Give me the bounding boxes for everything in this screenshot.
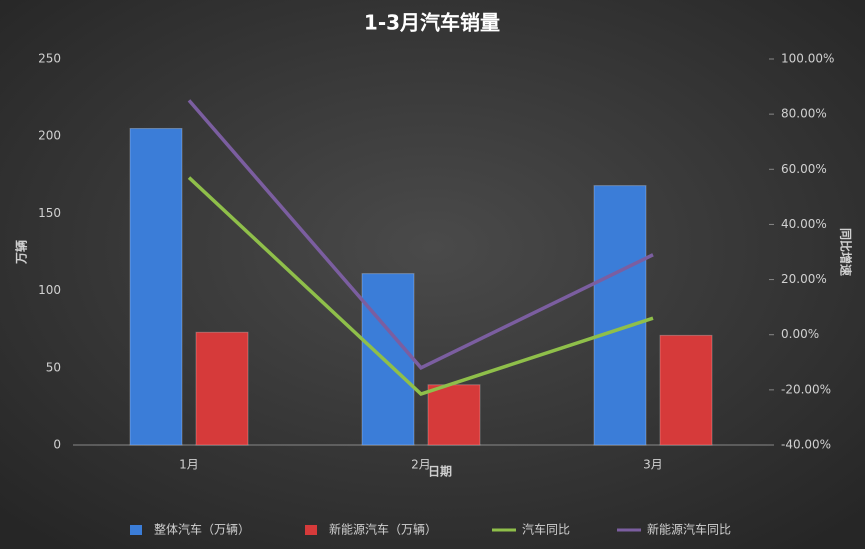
bar (659, 334, 713, 446)
line (187, 99, 654, 370)
x-tick-label: 3月 (643, 458, 663, 472)
y2-tick-label: -40.00% (781, 438, 831, 452)
bar (593, 185, 647, 446)
legend-swatch (130, 525, 142, 535)
x-tick-label: 1月 (179, 458, 199, 472)
x-axis-title: 日期 (428, 464, 452, 479)
y-tick-label: 250 (38, 52, 61, 66)
y-axis-title: 万辆 (14, 240, 29, 265)
y-tick-label: 200 (38, 129, 61, 143)
y-tick-label: 150 (38, 206, 61, 220)
legend-label: 整体汽车（万辆） (154, 522, 250, 537)
chart-title: 1-3月汽车销量 (364, 11, 500, 35)
legend-label: 新能源汽车同比 (647, 522, 731, 537)
y2-tick-label: 80.00% (781, 107, 827, 121)
y2-tick-label: -20.00% (781, 382, 831, 396)
y2-tick-label: 20.00% (781, 272, 827, 286)
y2-tick-label: 0.00% (781, 327, 819, 341)
y-tick-label: 50 (46, 360, 61, 374)
line (187, 176, 654, 396)
y-tick-label: 100 (38, 283, 61, 297)
legend-swatch (305, 525, 317, 535)
y-tick-label: 0 (53, 438, 61, 452)
y2-axis-title: 同比增速 (839, 228, 854, 276)
legend-label: 汽车同比 (522, 522, 570, 537)
x-tick-label: 2月 (411, 458, 431, 472)
y2-tick-label: 40.00% (781, 217, 827, 231)
y2-tick-label: 100.00% (781, 52, 834, 66)
y2-tick-label: 60.00% (781, 162, 827, 176)
bar (129, 127, 183, 446)
legend-label: 新能源汽车（万辆） (329, 522, 437, 537)
bar (195, 331, 249, 446)
bar (361, 273, 415, 446)
bar (427, 384, 481, 446)
